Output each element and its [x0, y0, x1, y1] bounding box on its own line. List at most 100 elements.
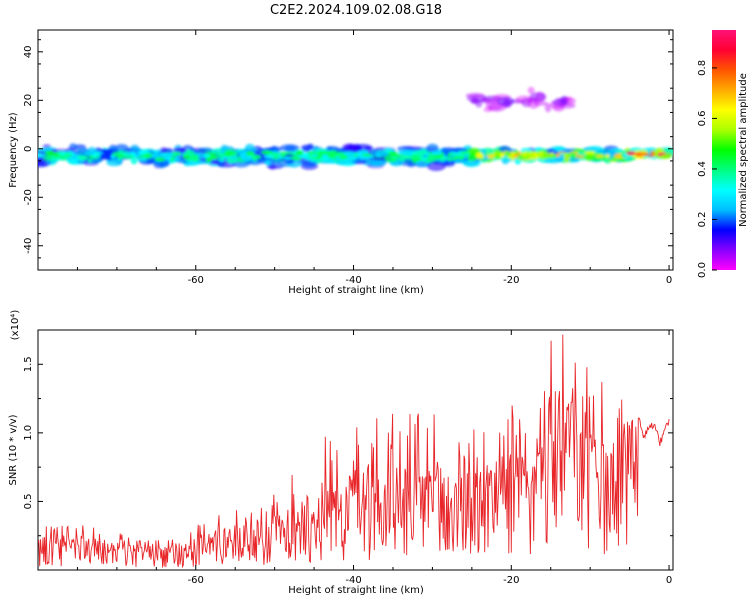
snr-panel: -60 -40 -20 0 0.5 1.0 1.5 Height of straight l…: [8, 310, 674, 596]
colorbar-tick-label: 0.6: [697, 110, 708, 126]
spectrogram-y-tick-label: 20: [23, 94, 34, 107]
spectrogram-y-tick-label: -40: [23, 238, 34, 254]
heatmap-cell: [482, 98, 499, 104]
heatmap-cell: [293, 157, 302, 161]
heatmap-cell: [312, 153, 319, 157]
spectrogram-y-tick-label: 0: [23, 146, 34, 152]
spectrogram-heatmap: [38, 86, 673, 172]
heatmap-cell: [535, 91, 546, 102]
heatmap-cell: [295, 150, 304, 156]
heatmap-cell: [375, 154, 382, 158]
heatmap-cell: [527, 98, 540, 109]
heatmap-feature-0: [38, 143, 481, 172]
heatmap-cell: [307, 143, 314, 150]
colorbar-tick-label: 0.8: [697, 60, 708, 76]
heatmap-cell: [154, 156, 166, 162]
heatmap-cell: [78, 155, 88, 161]
heatmap-cell: [122, 154, 135, 159]
heatmap-cell: [217, 153, 227, 158]
snr-plot-area: [37, 329, 674, 571]
heatmap-cell: [194, 157, 200, 162]
heatmap-cell: [245, 151, 255, 156]
heatmap-cell: [149, 154, 162, 158]
heatmap-cell: [111, 152, 123, 157]
spectrogram-y-tick-label: 40: [23, 45, 34, 58]
heatmap-cell: [435, 155, 442, 159]
heatmap-cell: [522, 152, 528, 158]
heatmap-cell: [68, 157, 79, 164]
heatmap-cell: [225, 152, 232, 157]
heatmap-cell: [106, 158, 123, 167]
heatmap-cell: [583, 151, 596, 155]
heatmap-cell: [334, 156, 341, 161]
heatmap-cell: [319, 151, 331, 155]
snr-x-axis-label: Height of straight line (km): [288, 585, 424, 596]
heatmap-cell: [407, 162, 416, 168]
heatmap-cell: [331, 154, 343, 158]
heatmap-cell: [44, 150, 56, 156]
snr-x-tick-label: -60: [188, 575, 204, 586]
heatmap-cell: [161, 148, 174, 154]
heatmap-cell: [160, 153, 168, 158]
spectrogram-x-tick-label: -60: [188, 275, 204, 286]
heatmap-cell: [263, 155, 275, 158]
heatmap-cell: [626, 151, 636, 156]
heatmap-cell: [499, 153, 505, 158]
heatmap-cell: [388, 151, 398, 156]
heatmap-cell: [92, 153, 97, 158]
spectrogram-ticks: -60 -40 -20 0 -40 -20 0 20 40: [23, 30, 673, 286]
heatmap-cell: [354, 143, 373, 152]
colorbar-ticks: 0.0 0.2 0.4 0.6 0.8: [697, 60, 717, 278]
heatmap-cell: [420, 156, 428, 161]
heatmap-cell: [527, 86, 535, 94]
heatmap-cell: [470, 99, 480, 104]
heatmap-cell: [479, 155, 485, 159]
heatmap-cell: [229, 156, 238, 160]
spectrogram-y-tick-label: -20: [23, 189, 34, 205]
heatmap-cell: [63, 152, 73, 158]
snr-y-axis-label: SNR (10 * v/v): [8, 414, 19, 485]
heatmap-cell: [353, 153, 359, 157]
heatmap-cell: [533, 154, 540, 158]
heatmap-cell: [182, 155, 190, 159]
heatmap-cell: [160, 160, 170, 167]
heatmap-cell: [252, 156, 258, 162]
heatmap-cell: [543, 155, 555, 159]
heatmap-cell: [218, 157, 225, 162]
heatmap-cell: [426, 161, 446, 172]
heatmap-cell: [439, 157, 446, 162]
heatmap-cell: [189, 154, 200, 158]
heatmap-cell: [306, 151, 318, 155]
heatmap-cell: [203, 154, 211, 158]
colorbar-tick-label: 0.4: [697, 161, 708, 177]
figure-title: C2E2.2024.109.02.08.G18: [270, 3, 442, 18]
heatmap-cell: [605, 154, 610, 158]
heatmap-cell: [574, 155, 585, 158]
colorbar-tick-label: 0.2: [697, 212, 708, 228]
heatmap-cell: [650, 150, 655, 156]
heatmap-cell: [38, 154, 46, 158]
colorbar-label: Normalized spectral amplitude: [738, 73, 749, 227]
heatmap-cell: [279, 144, 300, 152]
spectrogram-y-axis-label: Frequency (Hz): [8, 112, 19, 188]
snr-y-tick-label: 1.0: [23, 425, 34, 441]
heatmap-cell: [134, 154, 140, 158]
heatmap-cell: [185, 150, 195, 155]
heatmap-cell: [51, 157, 62, 161]
colorbar-gradient: [712, 30, 736, 270]
spectrogram-x-axis-label: Height of straight line (km): [288, 285, 424, 296]
heatmap-cell: [367, 159, 387, 167]
heatmap-cell: [538, 151, 544, 155]
heatmap-cell: [264, 160, 272, 165]
heatmap-cell: [210, 155, 217, 159]
heatmap-cell: [323, 156, 330, 160]
heatmap-feature-1: [464, 145, 638, 165]
snr-x-tick-label: -20: [503, 575, 519, 586]
heatmap-cell: [241, 154, 248, 160]
heatmap-cell: [130, 144, 140, 153]
heatmap-cell: [447, 153, 452, 157]
spectrogram-x-tick-label: 0: [666, 275, 672, 286]
heatmap-cell: [476, 152, 483, 156]
